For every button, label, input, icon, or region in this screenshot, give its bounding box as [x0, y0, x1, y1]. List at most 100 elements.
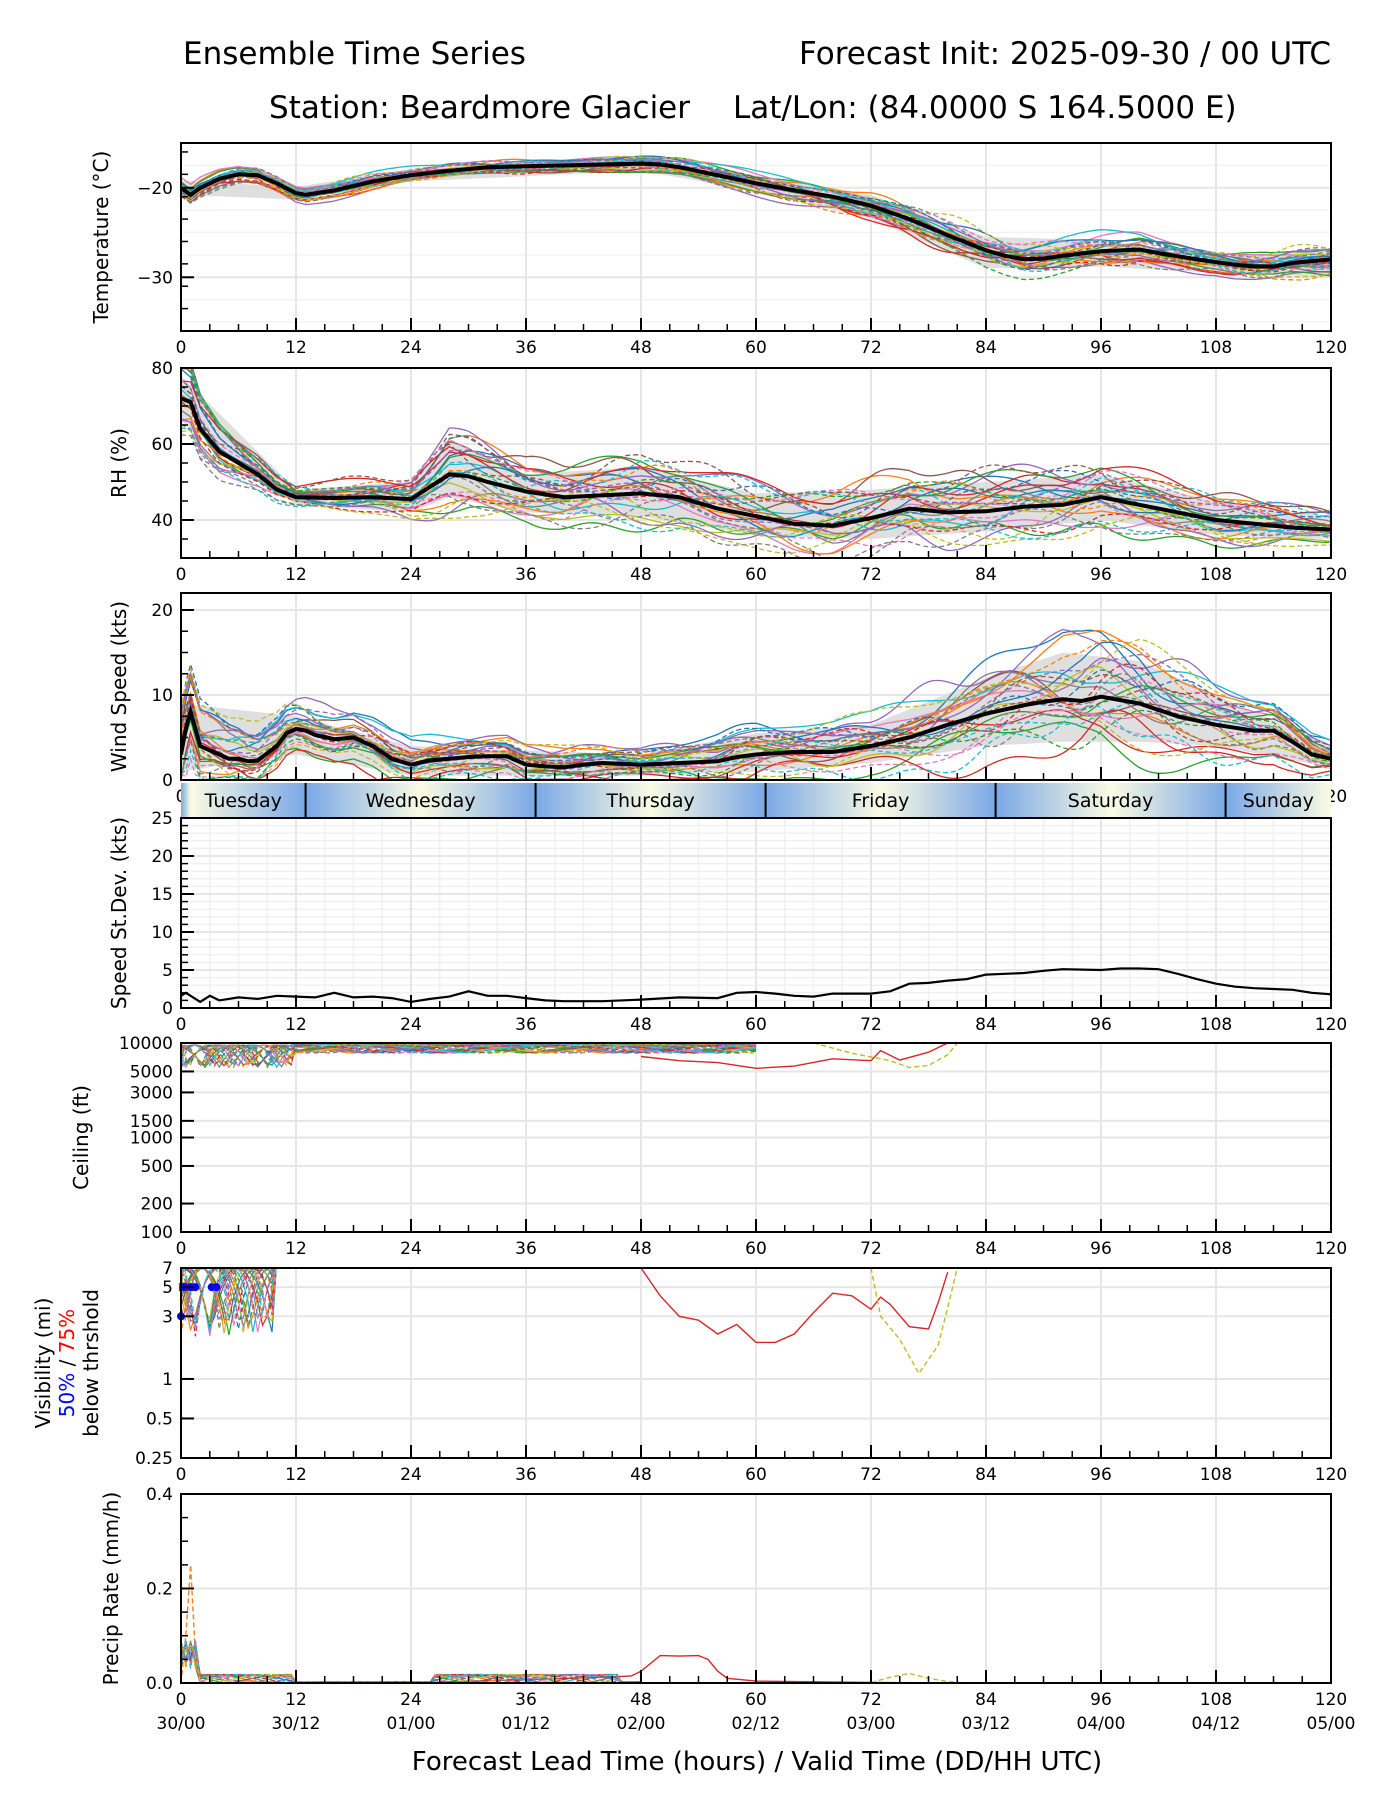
ensemble-member-line	[181, 638, 1331, 760]
x-tick-label: 12	[285, 1465, 307, 1485]
panels: 0 12 24 36 48 60 72 84 96 108 120−30−20Temperature…	[31, 142, 1356, 1734]
x-tick-label: 0	[176, 565, 187, 585]
y-tick-label: 3000	[130, 1083, 173, 1103]
x-tick-label: 96	[1090, 565, 1112, 585]
valid-time-label: 30/12	[272, 1714, 321, 1734]
ensemble-member-line	[181, 1268, 277, 1333]
label-75pct: 75%	[55, 1309, 79, 1353]
x-tick-label: 12	[285, 565, 307, 585]
y-tick-label: −20	[137, 179, 173, 199]
day-band-segment	[181, 783, 306, 817]
y-tick-label: 40	[151, 511, 173, 531]
x-tick-label: 0	[176, 338, 187, 358]
x-tick-label: 84	[975, 565, 997, 585]
ensemble-member-line	[190, 368, 1331, 519]
x-tick-label: 108	[1200, 1690, 1232, 1710]
x-tick-label: 72	[860, 1015, 882, 1035]
threshold-50-marker	[212, 1283, 221, 1292]
x-axis-label: Forecast Lead Time (hours) / Valid Time …	[412, 1747, 1102, 1777]
ensemble-member-line	[181, 1268, 276, 1336]
day-band-segment	[305, 783, 536, 817]
y-tick-label: 5	[162, 1278, 173, 1298]
plot-area	[181, 1043, 958, 1070]
x-tick-label: 96	[1090, 1015, 1112, 1035]
ensemble-member-line	[181, 1043, 757, 1068]
y-tick-label: 0.25	[135, 1449, 173, 1469]
x-tick-label: 0	[176, 1465, 187, 1485]
valid-time-label: 02/12	[732, 1714, 781, 1734]
x-tick-label: 96	[1090, 1239, 1112, 1259]
x-tick-label: 48	[630, 1465, 652, 1485]
ensemble-mean-line	[181, 694, 1331, 770]
x-tick-label: 72	[860, 338, 882, 358]
x-tick-label: 60	[745, 1465, 767, 1485]
y-tick-label: 3	[162, 1307, 173, 1327]
x-tick-label: 48	[630, 1015, 652, 1035]
ensemble-member-line	[182, 368, 1331, 528]
y-tick-label: 25	[151, 809, 173, 829]
y-tick-label: 0.4	[146, 1485, 173, 1505]
x-tick-label: 12	[285, 338, 307, 358]
x-tick-label: 84	[975, 1239, 997, 1259]
y-tick-label: 1	[162, 1370, 173, 1390]
day-band-segment	[995, 783, 1226, 817]
plot-area	[181, 628, 1331, 780]
day-label: Sunday	[1243, 790, 1314, 812]
ensemble-member-line	[181, 160, 1331, 268]
x-tick-label: 72	[860, 565, 882, 585]
ensemble-member-line	[640, 1043, 949, 1070]
x-tick-label: 48	[630, 338, 652, 358]
ensemble-member-line	[640, 1268, 949, 1344]
y-axis-label: Precip Rate (mm/h)	[99, 1492, 123, 1686]
ensemble-mean-line	[181, 396, 1331, 532]
y-tick-label: 10	[151, 686, 173, 706]
x-tick-label: 60	[745, 1239, 767, 1259]
ensemble-member-line	[181, 693, 1331, 777]
valid-time-label: 03/00	[847, 1714, 896, 1734]
x-tick-label: 24	[400, 1465, 422, 1485]
plot-area	[181, 1564, 987, 1683]
y-tick-label: 20	[151, 847, 173, 867]
day-label: Friday	[852, 790, 910, 812]
ensemble-member-line	[181, 1043, 757, 1067]
ensemble-member-line	[181, 1640, 641, 1683]
ensemble-member-line	[181, 1268, 274, 1333]
x-tick-label: 36	[515, 1690, 537, 1710]
x-tick-label: 84	[975, 1465, 997, 1485]
valid-time-label: 01/00	[387, 1714, 436, 1734]
valid-time-label: 04/12	[1192, 1714, 1241, 1734]
y-axis-label: Ceiling (ft)	[69, 1085, 93, 1190]
x-tick-label: 96	[1090, 1690, 1112, 1710]
x-tick-label: 108	[1200, 565, 1232, 585]
valid-time-label: 04/00	[1077, 1714, 1126, 1734]
x-tick-label: 60	[745, 1015, 767, 1035]
spread-band	[181, 158, 1331, 278]
ensemble-member-line	[181, 1268, 277, 1333]
ensemble-member-line	[181, 1043, 757, 1069]
panel-wind_speed: 0122436486072849610812001020Wind Speed (…	[107, 592, 1347, 807]
x-tick-label: 36	[515, 1015, 537, 1035]
plot-area	[181, 1268, 958, 1375]
ensemble-member-line	[181, 1268, 276, 1336]
ensemble-member-line	[181, 678, 1331, 780]
y-tick-label: 20	[151, 601, 173, 621]
valid-time-label: 02/00	[617, 1714, 666, 1734]
x-tick-label: 24	[400, 565, 422, 585]
day-label: Wednesday	[366, 790, 476, 812]
ensemble-member-line	[181, 155, 1331, 258]
y-tick-label: −30	[137, 268, 173, 288]
ensemble-member-line	[181, 159, 1331, 274]
x-tick-label: 36	[515, 1465, 537, 1485]
y-axis-label: Visibility (mi)	[31, 1298, 55, 1429]
ensemble-member-line	[181, 157, 1331, 262]
y-tick-label: 1000	[130, 1129, 173, 1149]
ensemble-member-line	[181, 653, 1331, 771]
panel-visibility: 0 12 24 36 48 60 72 84 96 108 120 0.25 0.5 1 3 57 Visibi…	[31, 1259, 1347, 1485]
ensemble-member-line	[181, 419, 1331, 552]
station-title: Station: Beardmore Glacier	[269, 90, 690, 126]
x-tick-label: 36	[515, 565, 537, 585]
y-tick-label: 15	[151, 885, 173, 905]
ensemble-member-line	[181, 1640, 642, 1683]
title-left: Ensemble Time Series	[183, 36, 526, 72]
ensemble-mean-line	[181, 161, 1331, 269]
